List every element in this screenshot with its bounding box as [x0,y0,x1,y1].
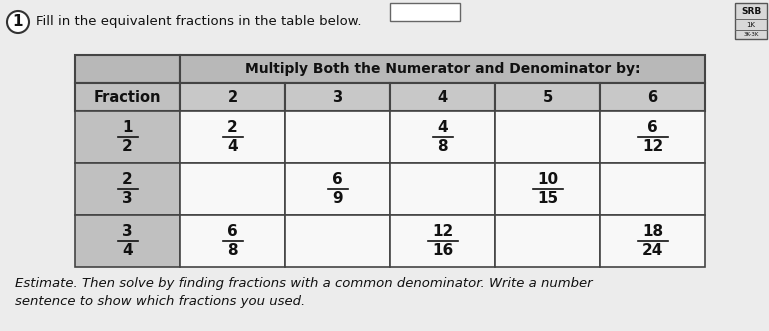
Text: 6: 6 [227,224,238,239]
Bar [180,111,285,163]
Text: 3: 3 [122,191,133,206]
Bar [495,83,600,111]
Bar [495,163,600,215]
Text: 1K: 1K [747,22,755,28]
Text: 9: 9 [332,191,343,206]
Text: Multiply Both the Numerator and Denominator by:: Multiply Both the Numerator and Denomina… [245,62,641,76]
Text: 3: 3 [122,224,133,239]
Bar [180,215,285,267]
Bar [180,163,285,215]
Text: 2: 2 [228,89,238,105]
Bar [75,163,180,215]
Bar [600,163,705,215]
Text: 10: 10 [537,172,558,187]
Bar [495,111,600,163]
Bar [75,215,180,267]
Text: 6: 6 [647,89,657,105]
Text: 6: 6 [647,120,657,135]
Text: 1: 1 [13,15,23,29]
Text: 5: 5 [542,89,553,105]
Bar [600,83,705,111]
Bar [75,55,180,83]
Text: Fill in the equivalent fractions in the table below.: Fill in the equivalent fractions in the … [36,16,361,28]
Text: 8: 8 [438,139,448,154]
Bar [390,3,460,21]
Bar [285,83,390,111]
Text: 4: 4 [122,243,133,258]
Text: 12: 12 [432,224,453,239]
Bar [75,83,180,111]
Circle shape [7,11,29,33]
Text: 2: 2 [122,139,133,154]
Bar [390,83,495,111]
Text: 4: 4 [438,120,448,135]
Bar [390,111,495,163]
Text: 24: 24 [642,243,663,258]
Bar [735,3,767,39]
Bar [390,163,495,215]
Bar [600,111,705,163]
Text: 8: 8 [227,243,238,258]
Text: 4: 4 [227,139,238,154]
Bar [180,55,705,83]
Text: SRB: SRB [741,8,761,17]
Text: Estimate. Then solve by finding fractions with a common denominator. Write a num: Estimate. Then solve by finding fraction… [15,277,593,308]
Text: 15: 15 [537,191,558,206]
Bar [285,111,390,163]
Bar [180,83,285,111]
Text: 3: 3 [332,89,342,105]
Text: 2: 2 [122,172,133,187]
Text: 12: 12 [642,139,663,154]
Bar [390,215,495,267]
Text: Fraction: Fraction [94,89,161,105]
Bar [75,111,180,163]
Bar [600,215,705,267]
Text: 4: 4 [438,89,448,105]
Text: 18: 18 [642,224,663,239]
Text: 2: 2 [227,120,238,135]
Text: 1: 1 [122,120,133,135]
Text: 3K-3K: 3K-3K [744,32,759,37]
Bar [495,215,600,267]
Bar [285,163,390,215]
Text: 16: 16 [432,243,453,258]
Text: 6: 6 [332,172,343,187]
Bar [285,215,390,267]
